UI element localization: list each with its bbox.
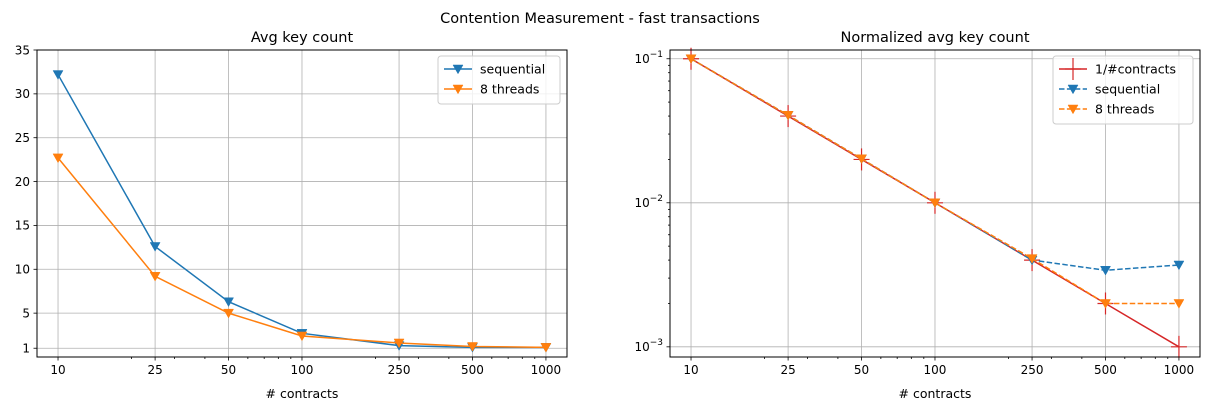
data-point <box>1173 299 1185 309</box>
legend: 1/#contracts sequential 8 threads <box>1052 55 1194 125</box>
y-tick-label-exponent: −1 <box>650 50 663 60</box>
legend: sequential 8 threads <box>437 55 561 105</box>
chart-title: Avg key count <box>251 30 354 46</box>
legend-swatch-marker <box>1067 104 1079 115</box>
x-tick-label: 10 <box>50 363 65 377</box>
x-tick-label: 10 <box>683 363 698 377</box>
legend-entry-1-contracts: 1/#contracts <box>1059 58 1176 80</box>
legend-label: sequential <box>1095 82 1160 97</box>
data-point <box>1170 335 1187 358</box>
series-8-threads <box>685 54 1185 309</box>
data-point <box>685 54 697 64</box>
legend-swatch-marker <box>452 84 464 95</box>
legend-entry-8-threads: 8 threads <box>444 82 539 97</box>
y-tick-label: 10−1 <box>634 50 663 66</box>
data-point <box>929 198 941 209</box>
data-point <box>223 308 234 319</box>
chart-normalized-avg-key-count: 10 25 50 100 250 500 100010−310−210−1Normalize… <box>634 30 1201 401</box>
legend-entry-sequential: sequential <box>444 62 545 77</box>
legend-label: 1/#contracts <box>1095 62 1176 77</box>
legend-frame <box>437 55 561 105</box>
figure-suptitle: Contention Measurement - fast transactio… <box>440 11 760 27</box>
y-tick-label: 10−2 <box>634 194 663 210</box>
y-tick-label: 5 <box>22 306 30 320</box>
data-point <box>296 331 308 342</box>
x-tick-label: 500 <box>1094 363 1117 377</box>
x-tick-label: 1000 <box>1164 363 1195 377</box>
data-point <box>1100 266 1111 276</box>
data-point <box>467 342 478 352</box>
legend-label: sequential <box>480 62 545 77</box>
series-8-threads <box>52 153 552 353</box>
y-tick-label: 35 <box>15 43 30 57</box>
legend-swatch-marker <box>1067 84 1079 95</box>
x-tick-label: 500 <box>461 363 484 377</box>
data-point <box>52 70 64 80</box>
y-tick-label: 1 <box>22 342 30 356</box>
legend-entry-8-threads: 8 threads <box>1059 102 1154 117</box>
y-tick-label: 10−3 <box>634 338 663 354</box>
x-tick-label: 250 <box>388 363 411 377</box>
y-tick-label-base: 10 <box>634 340 649 354</box>
plot-area <box>669 49 1201 358</box>
y-tick-label-exponent: −2 <box>650 194 663 204</box>
data-point <box>540 343 552 353</box>
y-tick-label: 25 <box>15 131 30 145</box>
x-axis-label: # contracts <box>266 386 339 401</box>
y-tick-label-base: 10 <box>634 196 649 210</box>
data-point <box>149 242 161 252</box>
legend-swatch-marker <box>1065 58 1081 80</box>
data-point <box>1026 254 1038 264</box>
x-axis-label: # contracts <box>899 386 972 401</box>
x-tick-label: 100 <box>291 363 314 377</box>
data-point <box>52 153 64 164</box>
plot-area <box>36 49 568 358</box>
x-tick-label: 250 <box>1021 363 1044 377</box>
y-tick-label: 30 <box>15 87 30 101</box>
y-tick-label-exponent: −3 <box>650 338 663 348</box>
data-point <box>393 338 405 349</box>
legend-swatch-marker <box>452 64 464 75</box>
y-tick-label: 20 <box>15 175 30 189</box>
data-point <box>782 111 794 121</box>
x-tick-label: 25 <box>780 363 795 377</box>
legend-frame <box>1052 55 1194 125</box>
y-tick-label: 15 <box>15 219 30 233</box>
x-tick-label: 50 <box>854 363 869 377</box>
x-tick-label: 50 <box>221 363 236 377</box>
x-tick-label: 25 <box>147 363 162 377</box>
data-point <box>149 272 161 282</box>
legend-label: 8 threads <box>480 82 539 97</box>
y-tick-label: 10 <box>15 263 30 277</box>
data-point <box>1100 299 1111 309</box>
data-point <box>1173 260 1185 271</box>
legend-entry-sequential: sequential <box>1059 82 1160 97</box>
chart-title: Normalized avg key count <box>840 30 1029 46</box>
y-tick-label-base: 10 <box>634 52 649 66</box>
x-tick-label: 1000 <box>531 363 562 377</box>
data-point <box>223 297 234 307</box>
legend-label: 8 threads <box>1095 102 1154 117</box>
x-tick-label: 100 <box>924 363 947 377</box>
data-point <box>856 154 867 165</box>
